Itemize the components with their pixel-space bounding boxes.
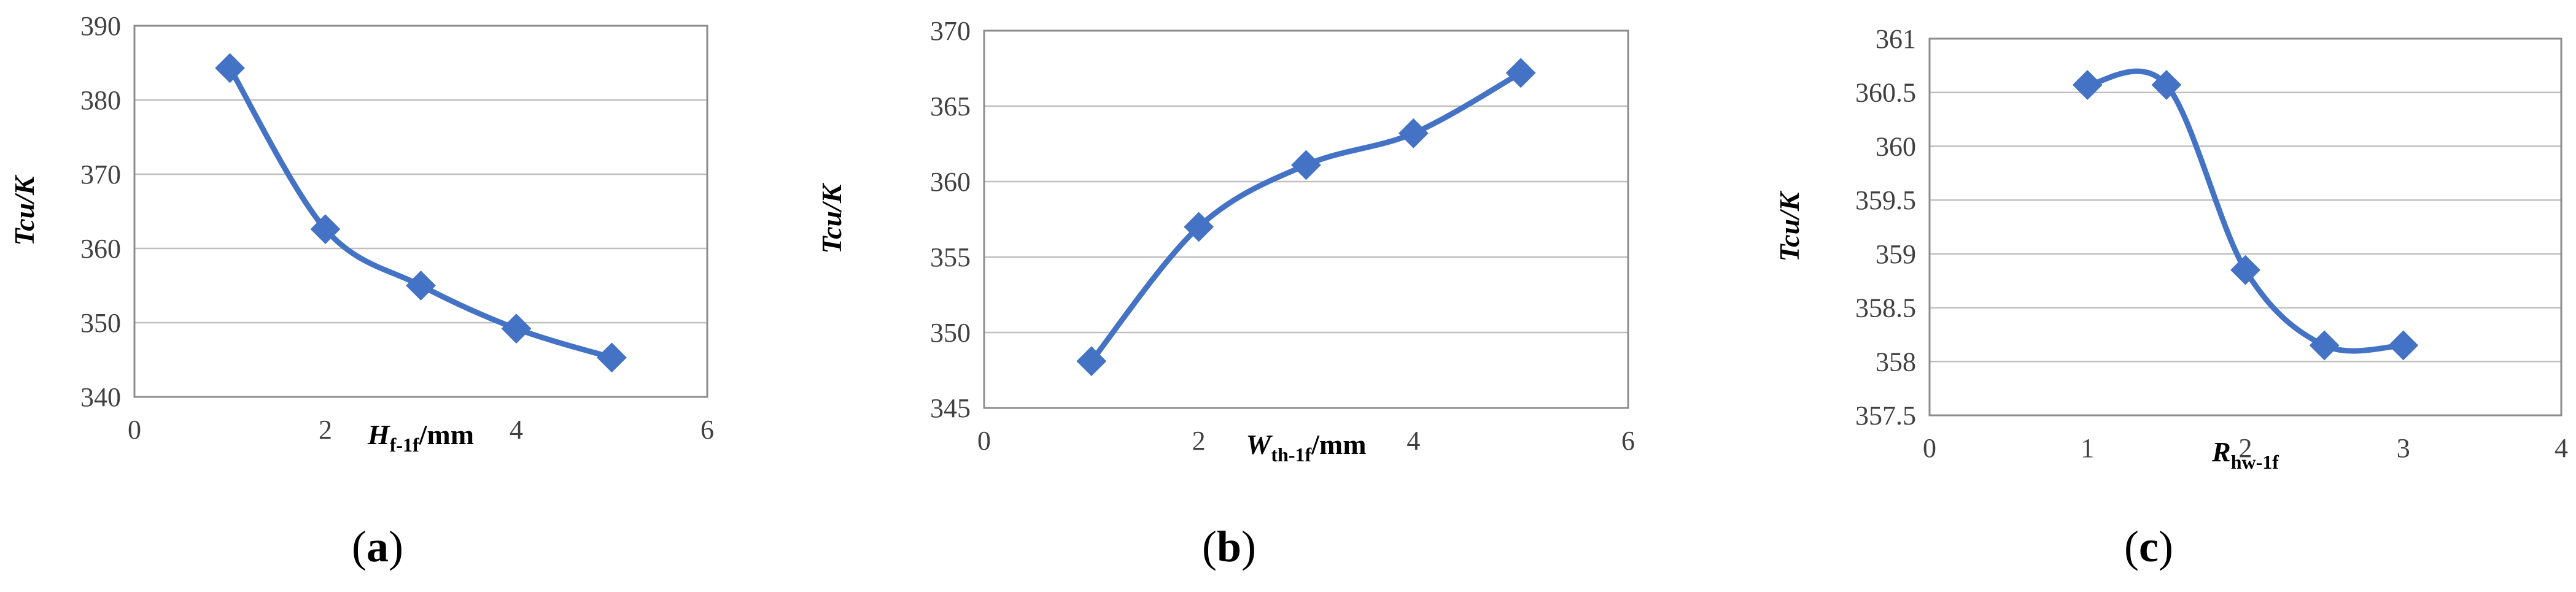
y-tick-label: 360 [80,234,121,264]
plot-border [983,29,1629,409]
x-tick-label: 6 [1621,426,1635,456]
chart-c: 357.5 358 358.5 359 359.5 360 360.5 361 0 1 2 3 4 Tcu… [1774,24,2568,571]
series-line [1088,70,1524,364]
data-point-marker [2309,330,2340,361]
x-tick-label: 0 [128,415,141,445]
data-point-marker [2388,330,2419,361]
x-tick-label: 0 [977,426,991,456]
y-tick-label: 370 [80,160,121,190]
data-point-marker [406,271,436,301]
data-point-marker [2151,70,2182,100]
y-tick-label: 358.5 [1855,293,1916,323]
x-tick-label: 2 [1192,426,1206,456]
y-tick-label: 355 [930,242,971,272]
y-tick-label: 350 [930,318,971,348]
data-point-marker [1505,58,1536,88]
x-tick-label: 3 [2397,433,2410,463]
chart-b: 345 350 355 360 365 370 0 2 4 6 Tcu/K Wth-1f/mm (b) [816,16,1635,571]
x-tick-label: 6 [700,415,714,445]
plot-border [1928,37,2562,417]
y-tick-label: 345 [930,393,971,423]
chart-a: 340 350 360 370 380 390 0 2 4 6 Tcu/K Hf-1f/mm (a) [9,11,714,571]
y-tick-label: 340 [80,382,121,412]
y-axis-label: Tcu/K [816,182,847,254]
y-tick-label: 390 [80,11,121,41]
data-point-marker [2230,255,2260,285]
panel-caption: (a) [352,522,403,571]
data-point-marker [1398,118,1429,148]
data-point-marker [597,342,627,373]
x-tick-label: 4 [2555,433,2568,463]
x-tick-label: 4 [510,415,523,445]
y-tick-label: 360.5 [1855,78,1916,108]
y-tick-label: 361 [1876,24,1916,54]
y-tick-label: 357.5 [1855,401,1916,431]
y-tick-label: 350 [80,308,121,338]
y-axis-label: Tcu/K [9,174,40,246]
data-point-marker [1184,212,1214,242]
y-tick-label: 380 [80,85,121,115]
y-axis-label: Tcu/K [1774,190,1805,262]
data-point-marker [1291,150,1321,180]
data-point-marker [215,53,245,83]
data-point-marker [2072,70,2103,100]
y-tick-label: 365 [930,91,971,121]
y-tick-label: 360 [1876,131,1916,161]
y-tick-label: 370 [930,16,971,46]
plot-border [133,25,708,398]
x-axis-label: Rhw-1f [2211,436,2279,473]
y-tick-label: 360 [930,167,971,197]
panel-caption: (b) [1202,522,1256,571]
data-point-marker [1076,346,1107,377]
series-line [227,65,615,361]
data-point-marker [310,214,341,244]
x-tick-label: 4 [1406,426,1420,456]
x-axis-label: Wth-1f/mm [1246,429,1366,466]
x-tick-label: 2 [319,415,332,445]
y-tick-label: 359 [1876,239,1916,269]
x-tick-label: 2 [2239,433,2252,463]
panel-caption: (c) [2124,522,2173,571]
x-tick-label: 1 [2081,433,2094,463]
series-line [2084,68,2407,354]
x-tick-label: 0 [1923,433,1936,463]
y-tick-label: 359.5 [1855,185,1916,215]
data-point-marker [501,313,532,344]
x-axis-label: Hf-1f/mm [367,419,474,456]
y-tick-label: 358 [1876,347,1916,377]
